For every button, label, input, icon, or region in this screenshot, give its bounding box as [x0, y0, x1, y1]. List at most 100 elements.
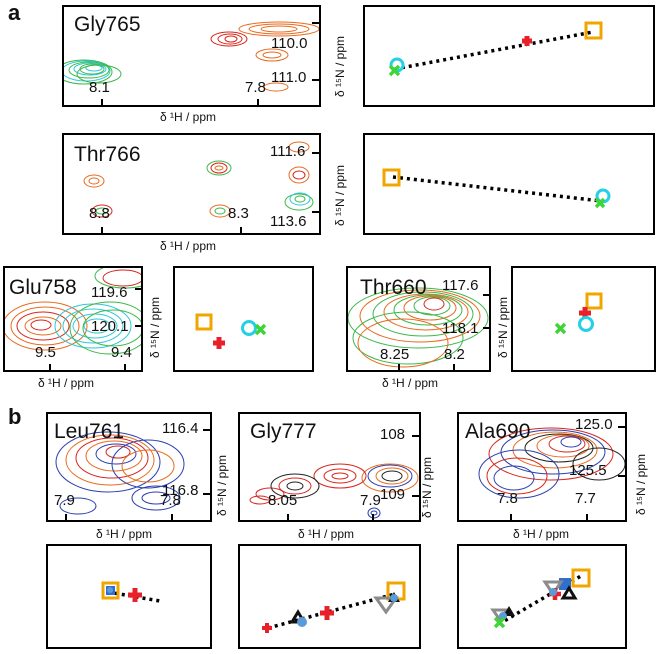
tick-n15-top: 111.6 — [270, 143, 306, 160]
markers-thr660 — [554, 292, 603, 335]
marker-red-cross — [522, 36, 532, 46]
residue-label: Glu758 — [9, 276, 77, 299]
tick-n15-top: 125.0 — [575, 416, 613, 433]
marker-red-cross — [128, 588, 142, 602]
marker-orange-square — [195, 313, 213, 331]
h1-axis-label: δ ¹H / ppm — [382, 376, 439, 390]
contours-glu758 — [5, 268, 141, 370]
residue-label: Gly777 — [250, 420, 317, 443]
tick-n15-bottom: 111.0 — [271, 69, 307, 86]
marker-orange-square — [585, 292, 603, 310]
tick-n15-bottom: 116.8 — [162, 482, 199, 499]
shift-map-leu761 — [46, 544, 212, 649]
shift-map-ala690 — [457, 544, 627, 649]
tick-n15-top: 110.0 — [271, 35, 308, 52]
markers-gly777 — [262, 581, 406, 633]
shift-map-gly765 — [363, 5, 655, 107]
spectrum-ala690: Ala690 7.8 7.7 125.0 125.5 — [457, 412, 627, 522]
tick-n15-bottom: 113.6 — [270, 213, 307, 230]
markers-gly765 — [388, 21, 603, 77]
tick-h1-right: 7.9 — [360, 492, 381, 509]
marker-light-blue-circle — [549, 588, 557, 596]
spectrum-thr766: Thr766 8.8 8.3 111.6 113.6 — [62, 133, 321, 235]
h1-axis-label: δ ¹H / ppm — [96, 527, 153, 541]
marker-orange-square — [382, 168, 401, 187]
n15-axis-label: δ ¹⁵N / ppm — [333, 165, 347, 226]
marker-red-cross — [262, 623, 272, 633]
tick-n15-top: 116.4 — [162, 420, 199, 437]
marker-red-cross — [213, 337, 225, 349]
shift-map-gly777 — [238, 544, 421, 649]
tick-n15-bottom: 109 — [380, 486, 406, 503]
residue-label: Ala690 — [465, 420, 531, 443]
contours-gly765 — [64, 21, 319, 105]
markers-ala690 — [490, 568, 591, 629]
tick-n15-top: 119.6 — [91, 284, 128, 301]
panel-label-a: a — [8, 0, 21, 25]
marker-green-x — [554, 322, 567, 335]
residue-label: Leu761 — [54, 420, 125, 443]
tick-h1-left: 9.5 — [35, 344, 56, 361]
tick-h1-right: 7.8 — [160, 492, 181, 509]
n15-axis-label: δ ¹⁵N / ppm — [420, 457, 434, 518]
tick-h1-left: 8.1 — [89, 79, 110, 96]
n15-axis-label: δ ¹⁵N / ppm — [148, 297, 162, 358]
n15-axis-label: δ ¹⁵N / ppm — [215, 455, 229, 516]
tick-h1-right: 7.7 — [575, 490, 596, 507]
marker-light-blue-circle — [107, 587, 113, 593]
marker-green-x — [254, 323, 267, 336]
h1-axis-label: δ ¹H / ppm — [160, 110, 217, 124]
tick-h1-left: 8.05 — [268, 492, 298, 509]
tick-h1-left: 7.8 — [497, 490, 518, 507]
shift-map-thr766 — [363, 133, 655, 235]
marker-cyan-circle — [241, 320, 257, 336]
residue-label: Thr766 — [74, 143, 141, 166]
spectrum-thr660: Thr660 8.25 8.2 117.6 118.1 — [346, 266, 491, 372]
tick-n15-top: 108 — [380, 426, 406, 443]
marker-green-x — [388, 64, 401, 77]
tick-n15-bottom: 125.5 — [569, 462, 607, 479]
markers-glu758 — [195, 313, 267, 349]
spectrum-gly765: Gly765 8.1 7.8 110.0 111.0 — [62, 5, 321, 107]
spectrum-gly777: Gly777 8.05 7.9 108 109 — [238, 412, 421, 522]
contours-gly777 — [249, 435, 419, 520]
marker-orange-square — [584, 21, 603, 40]
h1-axis-label: δ ¹H / ppm — [298, 527, 355, 541]
contours-thr766 — [83, 141, 319, 233]
shift-map-thr660 — [511, 266, 656, 372]
tick-h1-left: 8.25 — [380, 346, 410, 363]
contours-ala690 — [478, 426, 625, 520]
residue-label: Gly765 — [74, 13, 141, 36]
marker-black-triangle — [560, 585, 578, 600]
marker-green-x — [594, 197, 606, 209]
n15-axis-label: δ ¹⁵N / ppm — [333, 36, 347, 97]
marker-orange-square — [571, 568, 591, 588]
tick-h1-left: 7.9 — [54, 492, 75, 509]
tick-h1-right: 9.4 — [111, 344, 132, 361]
contours-leu761 — [55, 429, 210, 520]
marker-light-blue-circle — [390, 594, 398, 602]
marker-green-x — [493, 616, 506, 629]
tick-n15-top: 117.6 — [442, 277, 479, 294]
tick-n15-bottom: 120.1 — [91, 318, 129, 335]
marker-orange-square — [101, 581, 120, 600]
tick-h1-left: 8.8 — [89, 205, 110, 222]
tick-h1-right: 8.2 — [444, 346, 465, 363]
marker-gray-triangle — [373, 596, 399, 615]
tick-h1-right: 8.3 — [228, 205, 249, 222]
marker-cyan-circle — [578, 316, 594, 332]
contours-thr660 — [348, 287, 489, 370]
h1-axis-label: δ ¹H / ppm — [38, 376, 95, 390]
spectrum-leu761: Leu761 7.9 7.8 116.4 116.8 — [46, 412, 212, 522]
h1-axis-label: δ ¹H / ppm — [160, 239, 217, 253]
tick-h1-right: 7.8 — [245, 79, 266, 96]
residue-label: Thr660 — [360, 276, 427, 299]
shift-map-glu758 — [173, 266, 314, 372]
n15-axis-label: δ ¹⁵N / ppm — [496, 297, 510, 358]
marker-light-blue-circle — [499, 612, 507, 620]
marker-red-cross — [320, 606, 334, 620]
spectrum-glu758: Glu758 9.5 9.4 119.6 120.1 — [3, 266, 143, 372]
markers-leu761 — [101, 581, 161, 603]
h1-axis-label: δ ¹H / ppm — [513, 527, 570, 541]
n15-axis-label: δ ¹⁵N / ppm — [634, 454, 648, 515]
